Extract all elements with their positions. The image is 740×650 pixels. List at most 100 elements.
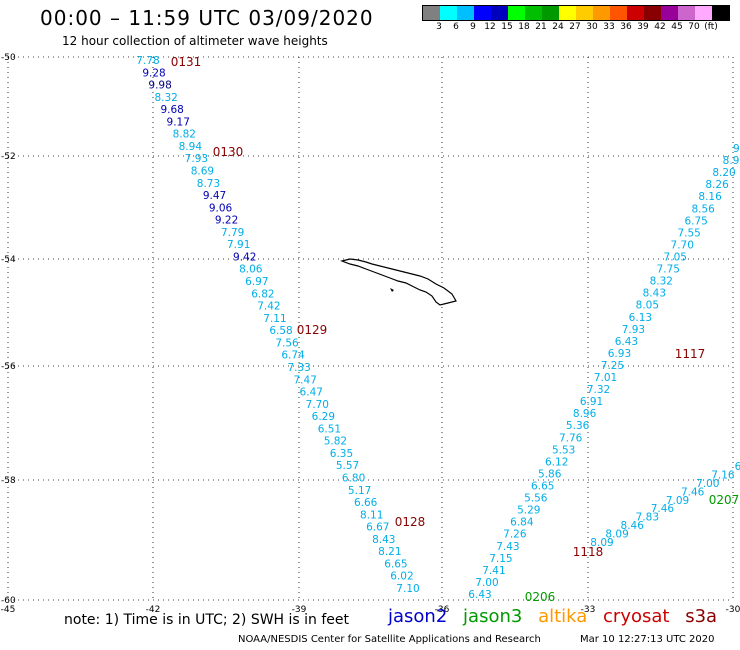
wave-height-label: 7.93 xyxy=(185,153,208,165)
wave-height-label: 8.09 xyxy=(590,537,613,549)
wave-height-label: 6.65 xyxy=(531,481,554,493)
wave-height-label: 6.80 xyxy=(342,472,365,484)
color-swatch xyxy=(440,6,457,20)
wave-height-label: 7.76 xyxy=(559,432,583,444)
color-swatch xyxy=(457,6,474,20)
longitude-label: -33 xyxy=(581,605,596,615)
wave-height-label: 6.13 xyxy=(629,312,652,324)
color-scale-label: 15 xyxy=(501,22,513,32)
track-time-label: 0206 xyxy=(525,590,556,604)
wave-height-label: 8.9 xyxy=(723,155,740,167)
color-scale-label: 21 xyxy=(535,22,547,32)
wave-height-label: 9.68 xyxy=(160,104,183,116)
wave-height-label: 5.82 xyxy=(324,436,347,448)
wave-height-label: 7.25 xyxy=(601,360,624,372)
legend-s3a: s3a xyxy=(685,606,718,627)
note-text: note: 1) Time is in UTC; 2) SWH is in fe… xyxy=(64,612,350,628)
latitude-label: -54 xyxy=(1,255,16,265)
wave-height-label: 7.00 xyxy=(696,478,719,490)
wave-height-label: 7.26 xyxy=(503,529,527,541)
track-time-label: 0130 xyxy=(213,145,244,159)
color-scale-label: 6 xyxy=(453,22,459,32)
wave-height-label: 8.11 xyxy=(360,509,383,521)
wave-height-label: 6.82 xyxy=(251,288,274,300)
wave-height-label: 7.70 xyxy=(671,239,694,251)
color-swatch xyxy=(610,6,627,20)
south-georgia-island xyxy=(339,258,457,306)
island-fragment xyxy=(390,288,394,292)
wave-height-label: 8.73 xyxy=(197,178,220,190)
wave-height-label: 7.42 xyxy=(257,301,280,313)
latitude-label: -58 xyxy=(1,476,16,486)
color-scale-label: 3 xyxy=(436,22,442,32)
legend-jason2: jason2 xyxy=(388,606,448,627)
wave-height-label: 8.43 xyxy=(643,288,666,300)
wave-height-label: 6.47 xyxy=(300,387,323,399)
wave-height-label: 8.16 xyxy=(698,191,722,203)
wave-height-label: 7.11 xyxy=(263,313,286,325)
color-scale-label: 27 xyxy=(569,22,581,32)
wave-height-label: 7.93 xyxy=(622,324,645,336)
wave-height-label: 9.42 xyxy=(233,251,256,263)
legend-jason3: jason3 xyxy=(463,606,523,627)
color-scale-label: 12 xyxy=(484,22,496,32)
wave-height-label: 6 xyxy=(735,461,740,473)
wave-height-label: 8.20 xyxy=(712,167,735,179)
wave-height-label: 8.94 xyxy=(179,141,203,153)
color-swatch xyxy=(593,6,610,20)
wave-height-label: 7.70 xyxy=(306,399,329,411)
wave-height-label: 7.00 xyxy=(475,577,498,589)
wave-height-label: 7.78 xyxy=(136,55,159,67)
color-swatch xyxy=(661,6,678,20)
footer-timestamp: Mar 10 12:27:13 UTC 2020 xyxy=(580,634,715,645)
color-swatch xyxy=(559,6,576,20)
color-swatch xyxy=(678,6,695,20)
color-scale-label: 39 xyxy=(637,22,649,32)
map-grid: -50 -52 -54 -56 -58 -60-45 -42 -39 -36 -33 -30 xyxy=(1,53,740,615)
legend-cryosat: cryosat xyxy=(603,606,670,627)
wave-height-label: 8.09 xyxy=(605,529,628,541)
track-time-label: 0128 xyxy=(395,515,426,529)
wave-height-label: 5.29 xyxy=(517,505,540,517)
wave-height-label: 6.12 xyxy=(545,456,568,468)
wave-height-label: 6.97 xyxy=(245,276,268,288)
wave-height-label: 6.29 xyxy=(312,411,335,423)
wave-height-label: 8.69 xyxy=(191,166,214,178)
wave-height-label: 7.83 xyxy=(636,512,659,524)
wave-height-label: 7.32 xyxy=(587,384,610,396)
wave-height-label: 8.56 xyxy=(691,203,715,215)
wave-height-label: 6.75 xyxy=(684,215,707,227)
wave-height-label: 7.55 xyxy=(677,227,700,239)
wave-height-label: 6.91 xyxy=(580,396,603,408)
track-time-label: 1117 xyxy=(675,347,706,361)
wave-height-label: 5.86 xyxy=(538,468,562,480)
altimeter-tracks: 7.789.289.988.329.689.178.828.947.938.69… xyxy=(136,55,740,604)
longitude-label: -30 xyxy=(726,605,740,615)
track-time-label: 0129 xyxy=(297,323,328,337)
track-time-label: 0207 xyxy=(709,493,740,507)
color-swatch xyxy=(474,6,491,20)
color-scale-label: 45 xyxy=(671,22,683,32)
wave-height-label: 6.66 xyxy=(354,497,378,509)
color-swatch xyxy=(508,6,525,20)
wave-height-label: 8.82 xyxy=(173,129,196,141)
wave-height-label: 6.65 xyxy=(384,558,407,570)
wave-height-label: 9. xyxy=(733,143,740,155)
wave-height-label: 8.32 xyxy=(154,92,177,104)
latitude-label: -56 xyxy=(1,362,16,372)
wave-height-label: 7.47 xyxy=(294,374,317,386)
longitude-label: -42 xyxy=(146,605,161,615)
color-swatch xyxy=(576,6,593,20)
wave-height-label: 7.05 xyxy=(664,251,687,263)
color-swatch xyxy=(491,6,508,20)
color-scale-labels: 3 6 9 12 15 18 21 24 27 30 33 36 39 42 45 70 (ft) xyxy=(422,22,740,34)
wave-height-label: 7.43 xyxy=(496,541,519,553)
wave-height-label: 7.79 xyxy=(221,227,244,239)
wave-height-label: 7.46 xyxy=(681,486,705,498)
wave-height-label: 7.09 xyxy=(666,495,689,507)
wave-height-label: 8.21 xyxy=(378,546,401,558)
wave-height-label: 6.02 xyxy=(390,571,413,583)
longitude-label: -39 xyxy=(292,605,307,615)
wave-height-label: 6.67 xyxy=(366,522,389,534)
wave-height-label: 7.10 xyxy=(396,583,419,595)
